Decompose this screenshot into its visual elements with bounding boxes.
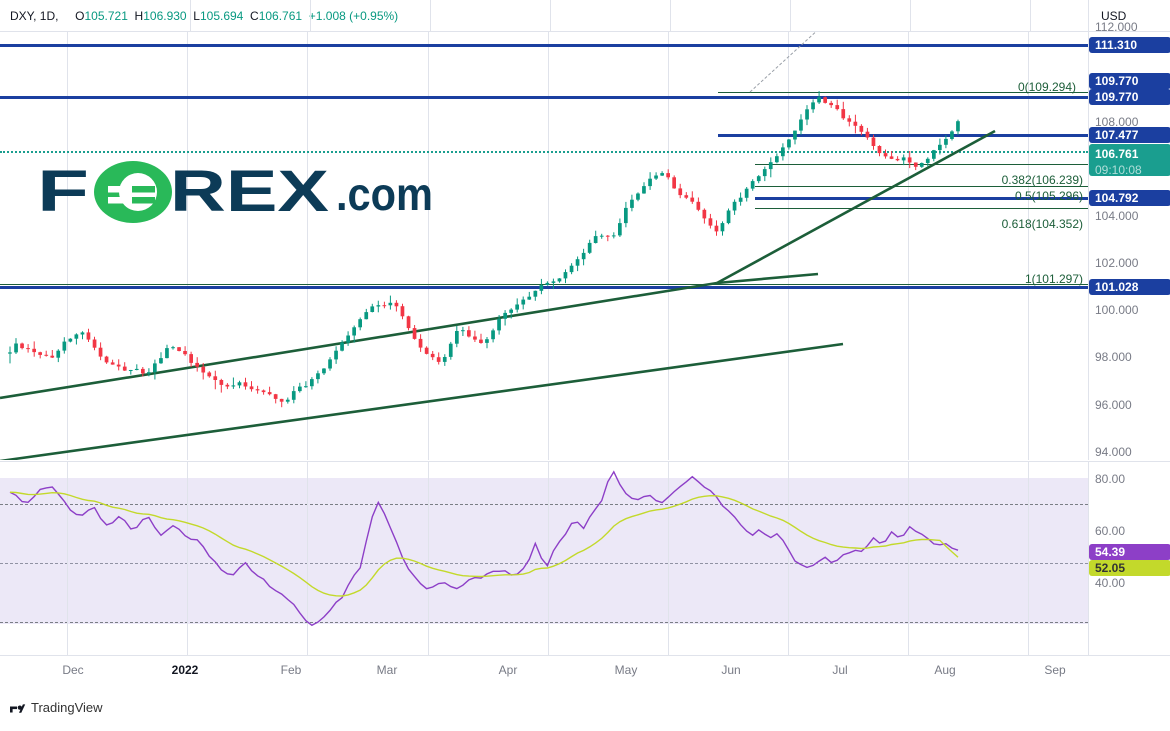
svg-text:F: F	[37, 161, 89, 223]
svg-text:.com: .com	[336, 168, 433, 220]
svg-text:REX: REX	[170, 161, 329, 223]
